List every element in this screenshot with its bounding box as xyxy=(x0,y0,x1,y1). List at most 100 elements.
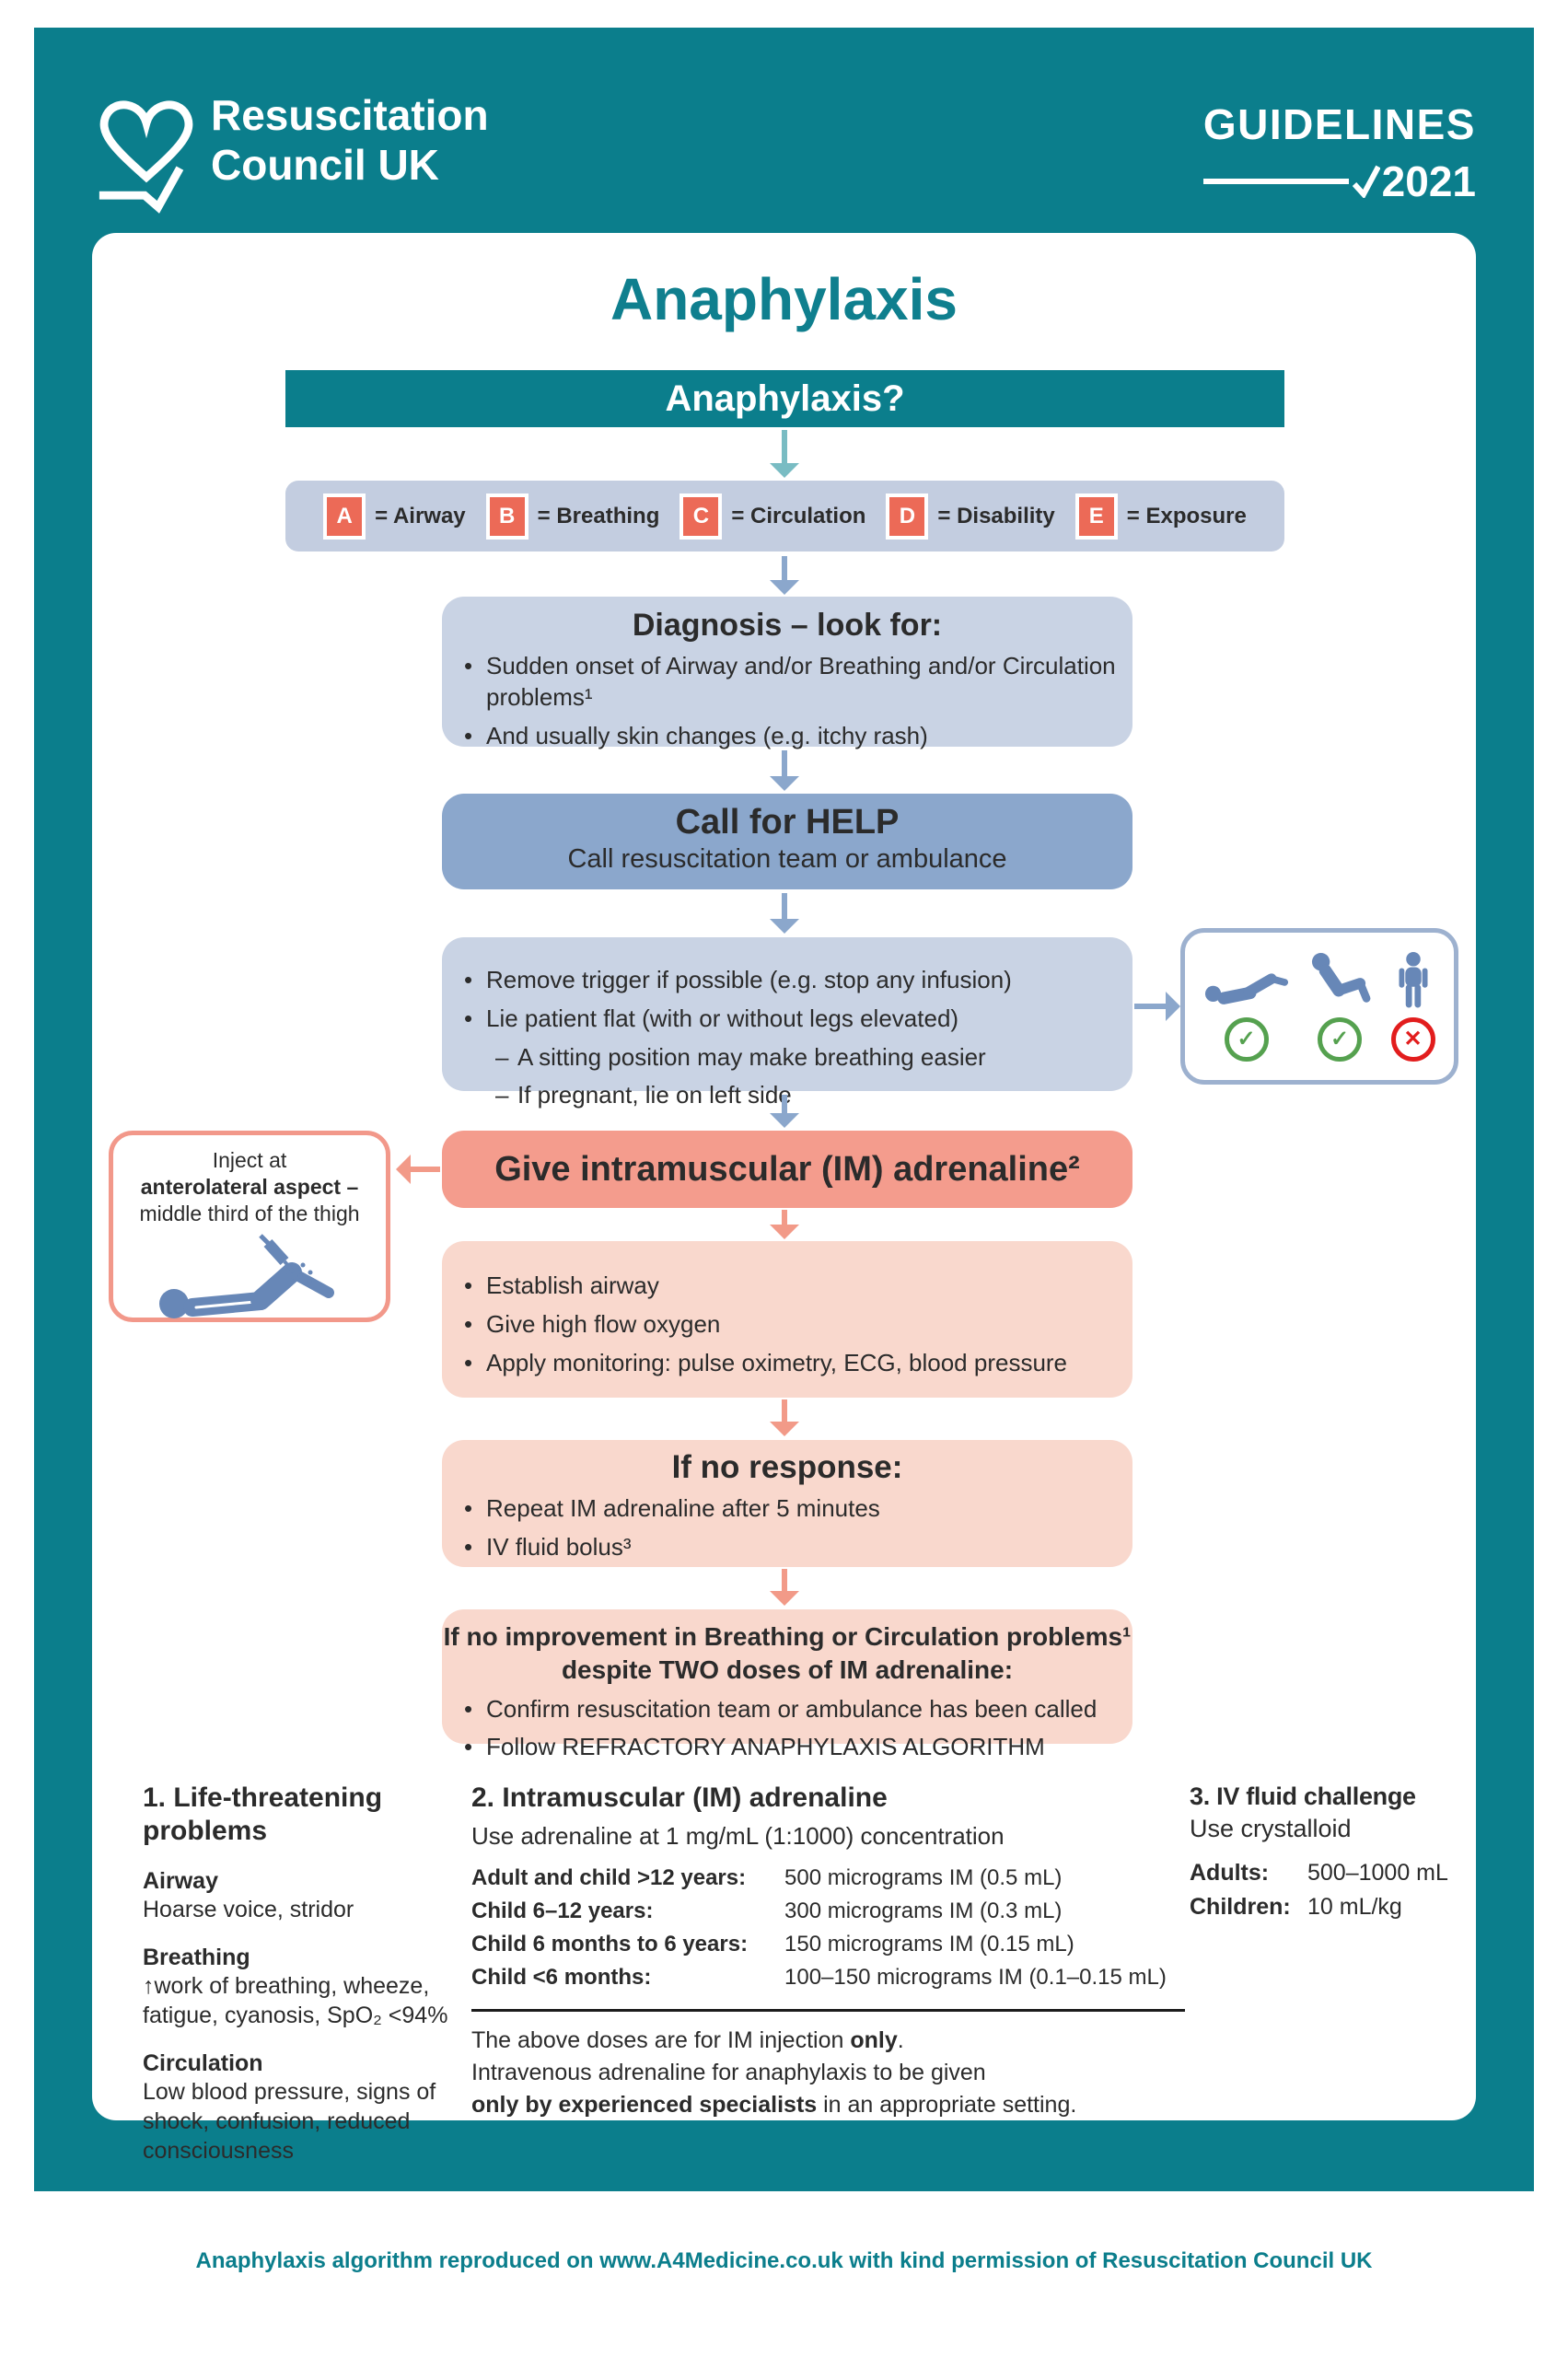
status-check-icon: ✓ xyxy=(1224,1016,1269,1062)
problem-group-airway: Airway Hoarse voice, stridor xyxy=(143,1868,354,1922)
footnote-problems-heading: 1. Life-threatening problems xyxy=(143,1782,383,1846)
call-help-box: Call for HELP Call resuscitation team or… xyxy=(442,794,1132,889)
supportive-bullet: • Give high flow oxygen xyxy=(464,1309,1120,1341)
attribution: Anaphylaxis algorithm reproduced on www.… xyxy=(195,2248,1373,2273)
dash-marker: – xyxy=(495,1081,509,1109)
abcde-item-breathing: B = Breathing xyxy=(485,493,659,540)
letter-chip-a: A xyxy=(323,493,366,540)
position-standing-cell: ✕ xyxy=(1390,951,1435,1062)
guidelines-year: 2021 xyxy=(1381,157,1476,205)
initial-action-bullet: • Remove trigger if possible (e.g. stop a… xyxy=(464,965,1120,996)
no-response-bullet: • IV fluid bolus³ xyxy=(464,1532,1120,1563)
bullet-marker: • xyxy=(464,652,473,679)
supportive-box: • Establish airway • Give high flow oxygen… xyxy=(442,1241,1132,1398)
position-sitting-cell: ✓ xyxy=(1307,952,1372,1062)
footnote-adrenaline-heading: 2. Intramuscular (IM) adrenaline xyxy=(471,1782,888,1813)
inject-note-line3: middle third of the thigh xyxy=(139,1201,360,1225)
footnote-adrenaline-doses: 2. Intramuscular (IM) adrenaline Use adr… xyxy=(471,1782,1185,2121)
org-name-line2: Council UK xyxy=(211,141,439,190)
supportive-bullet: • Establish airway xyxy=(464,1271,1120,1302)
letter-chip-d: D xyxy=(886,493,929,540)
guidelines-logo: GUIDELINES 2021 xyxy=(1202,99,1476,206)
no-improvement-heading: If no improvement in Breathing or Circul… xyxy=(443,1622,1132,1684)
inject-note-line2: anterolateral aspect – xyxy=(140,1174,359,1199)
abcde-item-exposure: E = Exposure xyxy=(1074,493,1247,540)
bullet-marker: • xyxy=(464,1004,473,1032)
no-response-bullet: • Repeat IM adrenaline after 5 minutes xyxy=(464,1493,1120,1525)
call-help-subheading: Call resuscitation team or ambulance xyxy=(567,844,1007,874)
bullet-marker: • xyxy=(464,721,473,749)
footnote-iv-heading: 3. IV fluid challenge xyxy=(1190,1782,1416,1810)
thigh-injection-illustration-icon xyxy=(159,1234,334,1319)
letter-chip-b: B xyxy=(485,493,528,540)
initial-action-bullet: • Lie patient flat (with or without legs … xyxy=(464,1004,1120,1035)
org-name-line1: Resuscitation xyxy=(211,91,489,139)
abcde-legend: A = Airway B = Breathing C = Circulation… xyxy=(285,481,1284,552)
bullet-marker: • xyxy=(464,1494,473,1522)
org-name: Resuscitation Council UK xyxy=(211,90,489,191)
no-response-heading: If no response: xyxy=(671,1449,903,1485)
bullet-marker: • xyxy=(464,1733,473,1761)
diagnosis-box: Diagnosis – look for: • Sudden onset of A… xyxy=(442,597,1132,749)
problem-group-breathing: Breathing ↑work of breathing, wheeze, fa… xyxy=(143,1945,448,2028)
diagnosis-heading: Diagnosis – look for: xyxy=(632,608,943,643)
abcde-item-circulation: C = Circulation xyxy=(679,493,865,540)
dose-row: Child <6 months: 100–150 micrograms IM (… xyxy=(471,1965,1167,1990)
bullet-marker: • xyxy=(464,1309,473,1338)
call-help-heading: Call for HELP xyxy=(675,803,900,842)
bullet-marker: • xyxy=(464,1348,473,1376)
dash-marker: – xyxy=(495,1042,509,1071)
guidelines-tick-icon xyxy=(1352,165,1380,198)
fluid-row: Adults: 500–1000 mL xyxy=(1190,1860,1448,1887)
flow-arrow-left-icon xyxy=(396,1155,440,1184)
footnote-iv-fluid: 3. IV fluid challenge Use crystalloid Ad… xyxy=(1190,1782,1476,1921)
abcde-item-disability: D = Disability xyxy=(886,493,1055,540)
flow-arrow-down-icon xyxy=(770,750,799,791)
doses-divider xyxy=(471,2009,1185,2012)
bullet-marker: • xyxy=(464,966,473,993)
flow-arrow-right-icon xyxy=(1134,992,1180,1021)
diagnosis-bullet: • And usually skin changes (e.g. itchy ra… xyxy=(464,721,1120,752)
dose-row: Adult and child >12 years: 500 microgram… xyxy=(471,1865,1063,1890)
initial-action-sub-bullet: – A sitting position may make breathing e… xyxy=(495,1042,1120,1074)
supportive-bullet: • Apply monitoring: pulse oximetry, ECG, … xyxy=(464,1348,1120,1379)
dose-row: Child 6–12 years: 300 micrograms IM (0.3… xyxy=(471,1898,1063,1923)
rcuk-heart-logo-icon xyxy=(99,100,193,214)
no-improvement-box: If no improvement in Breathing or Circul… xyxy=(442,1609,1132,1760)
flow-arrow-down-icon xyxy=(770,556,799,595)
flow-arrow-down-icon xyxy=(770,893,799,934)
no-response-box: If no response: • Repeat IM adrenaline af… xyxy=(442,1440,1132,1567)
fluid-row: Children: 10 mL/kg xyxy=(1190,1894,1402,1921)
content-card: Anaphylaxis Anaphylaxis? A = Airway B = … xyxy=(92,233,1476,2164)
status-check-icon: ✓ xyxy=(1318,1016,1362,1062)
status-cross-icon: ✕ xyxy=(1390,1016,1435,1062)
footnote-problems: 1. Life-threatening problems Airway Hoar… xyxy=(143,1782,460,2165)
inject-note: Inject at anterolateral aspect – middle … xyxy=(109,1131,390,1322)
footnote-adrenaline-subheading: Use adrenaline at 1 mg/mL (1:1000) conce… xyxy=(471,1822,1005,1850)
page-title: Anaphylaxis xyxy=(610,266,958,332)
letter-chip-c: C xyxy=(679,493,723,540)
person-lying-legs-elevated-icon xyxy=(1204,972,1288,1004)
flow-arrow-down-icon xyxy=(770,430,799,478)
inject-note-line1: Inject at xyxy=(212,1148,287,1172)
footnote-iv-subheading: Use crystalloid xyxy=(1190,1815,1352,1843)
question-banner: Anaphylaxis? xyxy=(285,370,1284,427)
person-standing-icon xyxy=(1399,951,1427,1008)
flow-arrow-down-icon xyxy=(770,1095,799,1128)
person-semi-recumbent-icon xyxy=(1311,952,1371,1003)
flow-arrow-down-icon xyxy=(770,1569,799,1606)
teal-frame: Resuscitation Council UK GUIDELINES 2021… xyxy=(34,28,1534,2191)
guidelines-word: GUIDELINES xyxy=(1202,100,1476,148)
bullet-marker: • xyxy=(464,1271,473,1299)
no-improvement-bullet: • Confirm resuscitation team or ambulance… xyxy=(464,1694,1120,1725)
positions-aid: ✓ ✓ ✕ xyxy=(1180,928,1458,1085)
bullet-marker: • xyxy=(464,1694,473,1723)
diagnosis-bullet: • Sudden onset of Airway and/or Breathing… xyxy=(464,652,1116,711)
guidelines-underline xyxy=(1202,179,1349,184)
dose-row: Child 6 months to 6 years: 150 microgram… xyxy=(471,1932,1074,1956)
initial-action-sub-bullet: – If pregnant, lie on left side xyxy=(495,1080,1120,1111)
doses-note: The above doses are for IM injection onl… xyxy=(471,2027,1077,2118)
flow-arrow-down-icon xyxy=(770,1210,799,1239)
initial-actions-box: • Remove trigger if possible (e.g. stop a… xyxy=(442,937,1132,1109)
problem-group-circulation: Circulation Low blood pressure, signs of… xyxy=(143,2050,436,2164)
